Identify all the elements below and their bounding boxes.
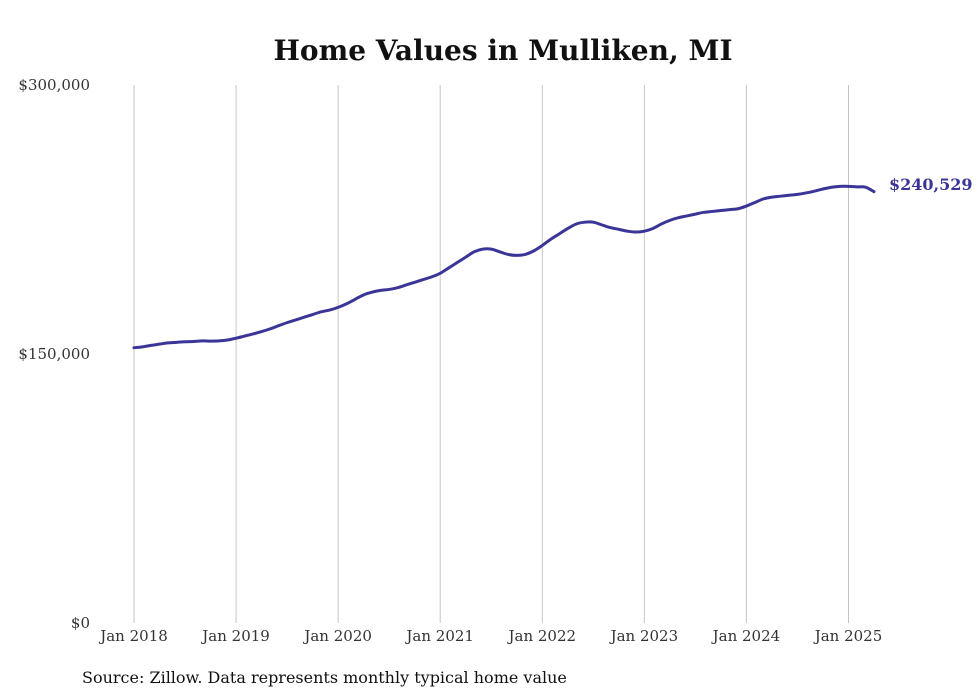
series-layer bbox=[132, 184, 876, 350]
y-tick-label: $300,000 bbox=[18, 76, 90, 94]
source-note: Source: Zillow. Data represents monthly … bbox=[82, 668, 567, 687]
y-axis-ticks: $0 $150,000 $300,000 bbox=[18, 76, 90, 632]
x-tick-label: Jan 2025 bbox=[813, 627, 883, 645]
chart-title: Home Values in Mulliken, MI bbox=[273, 34, 732, 67]
y-tick-label: $0 bbox=[71, 614, 90, 632]
series-line-home-value bbox=[132, 184, 876, 350]
end-value-label: $240,529 bbox=[889, 175, 973, 194]
x-tick-label: Jan 2024 bbox=[711, 627, 781, 645]
x-tick-label: Jan 2022 bbox=[506, 627, 576, 645]
y-tick-label: $150,000 bbox=[18, 345, 90, 363]
x-tick-label: Jan 2020 bbox=[302, 627, 372, 645]
x-axis-ticks: Jan 2018 Jan 2019 Jan 2020 Jan 2021 Jan 2022… bbox=[98, 627, 882, 645]
x-tick-label: Jan 2021 bbox=[404, 627, 474, 645]
gridlines bbox=[133, 85, 849, 623]
x-tick-label: Jan 2019 bbox=[200, 627, 270, 645]
x-tick-label: Jan 2018 bbox=[98, 627, 168, 645]
x-tick-label: Jan 2023 bbox=[609, 627, 679, 645]
